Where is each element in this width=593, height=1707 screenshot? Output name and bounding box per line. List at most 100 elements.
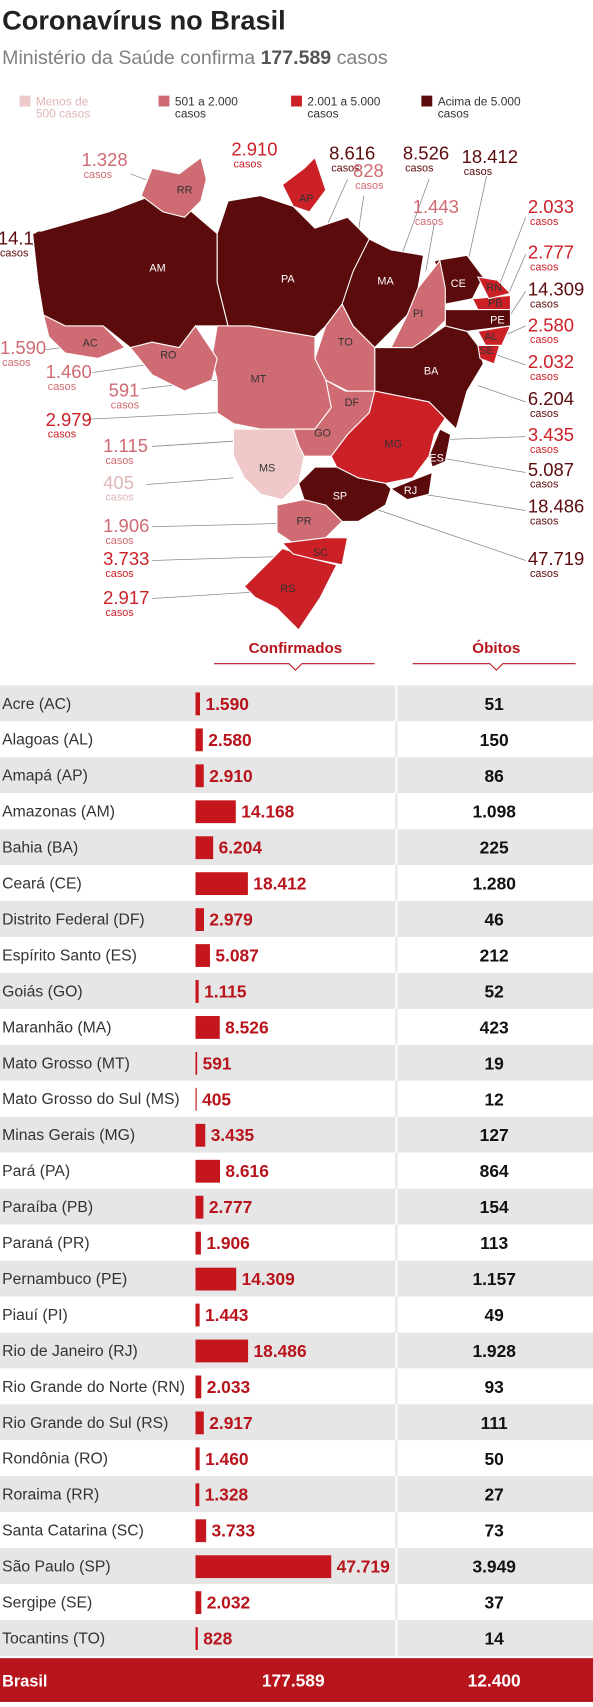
callout-unit: casos	[105, 607, 134, 619]
callout-unit: casos	[530, 298, 559, 310]
state-shape	[444, 309, 512, 332]
callout-value: 14.168	[0, 227, 54, 248]
state-abbr: SC	[313, 547, 328, 559]
deaths: 150	[480, 730, 509, 750]
callout-unit: casos	[48, 429, 77, 441]
deaths: 111	[481, 1413, 508, 1433]
bar-label: 2.032	[207, 1593, 250, 1613]
state-name: Amapá (AP)	[2, 768, 88, 785]
legend-label: 501 a 2.000	[175, 94, 238, 108]
callout-unit: casos	[105, 455, 134, 467]
table-row	[0, 972, 593, 1009]
table-row	[0, 1044, 593, 1081]
state-name: Rio de Janeiro (RJ)	[2, 1343, 138, 1360]
leader-line	[499, 217, 527, 285]
bar-label: 47.719	[337, 1557, 390, 1577]
bar-label: 1.590	[205, 694, 248, 714]
callout-unit: casos	[530, 516, 559, 528]
callout-value: 6.204	[528, 388, 574, 409]
state-abbr: GO	[314, 428, 331, 440]
bar	[195, 1447, 200, 1471]
deaths: 12	[485, 1089, 504, 1109]
table-row	[0, 1224, 593, 1261]
callout-value: 2.910	[231, 138, 277, 159]
legend-label: casos	[307, 106, 338, 120]
deaths: 1.928	[472, 1341, 516, 1361]
legend-swatch	[158, 95, 170, 107]
bar-label: 2.777	[209, 1197, 252, 1217]
legend-label: 2.001 a 5.000	[307, 94, 380, 108]
legend-label: 500 casos	[36, 106, 90, 120]
state-name: Mato Grosso (MT)	[2, 1055, 130, 1072]
table-row	[0, 1368, 593, 1405]
state-abbr: AC	[83, 338, 98, 350]
bar	[195, 1591, 202, 1615]
bar-label: 1.906	[206, 1233, 250, 1253]
deaths: 14	[485, 1629, 505, 1649]
table-row	[0, 865, 593, 902]
bar-label: 1.328	[205, 1485, 249, 1505]
table-row	[0, 1512, 593, 1549]
callout-value: 405	[103, 472, 134, 493]
leader-line	[425, 222, 435, 272]
table-row	[0, 1404, 593, 1441]
state-abbr: AM	[149, 263, 165, 275]
callout-unit: casos	[234, 158, 263, 170]
state-name: Maranhão (MA)	[2, 1019, 111, 1036]
state-abbr: MT	[251, 373, 267, 385]
leader-line	[325, 179, 348, 229]
bar	[195, 1267, 237, 1291]
bar	[195, 1519, 207, 1543]
bar	[195, 1483, 200, 1507]
callout-unit: casos	[48, 381, 77, 393]
deaths: 154	[480, 1197, 509, 1217]
table-row	[0, 937, 593, 973]
state-shape	[314, 303, 376, 392]
map: AC1.590casosAL2.580casosAP2.910casosAM14…	[0, 138, 584, 631]
state-name: Ceará (CE)	[2, 876, 82, 893]
callout-value: 3.733	[103, 548, 149, 569]
callout-value: 828	[353, 160, 384, 181]
state-shape	[281, 537, 349, 566]
callout-value: 1.115	[103, 435, 148, 456]
bar	[195, 800, 236, 824]
callout-value: 591	[109, 379, 140, 400]
bar-label: 6.204	[219, 838, 263, 858]
deaths: 27	[485, 1485, 504, 1505]
leader-line	[92, 363, 153, 373]
state-abbr: MA	[377, 276, 394, 288]
state-name: Bahia (BA)	[2, 840, 78, 857]
state-name: Minas Gerais (MG)	[2, 1127, 135, 1144]
legend-swatch	[291, 95, 302, 107]
bar-label: 2.979	[209, 910, 253, 930]
bar-label: 8.616	[225, 1161, 269, 1181]
state-name: Rio Grande do Sul (RS)	[2, 1415, 168, 1432]
bar	[195, 764, 204, 788]
callout-value: 18.486	[528, 496, 584, 517]
state-abbr: RR	[177, 184, 193, 196]
deaths: 73	[485, 1521, 505, 1541]
deaths: 1.098	[472, 802, 516, 822]
state-abbr: CE	[451, 278, 466, 290]
bar-label: 1.460	[205, 1449, 248, 1469]
state-abbr: SE	[479, 345, 494, 357]
callout-value: 8.526	[403, 143, 449, 164]
callout-unit: casos	[530, 444, 559, 456]
bar-label: 828	[203, 1629, 232, 1649]
state-shape	[298, 466, 392, 522]
legend-swatch	[19, 95, 31, 107]
bar	[195, 1123, 206, 1147]
table-row	[0, 1260, 593, 1297]
bar-label: 3.733	[212, 1521, 256, 1541]
leader-line	[477, 385, 526, 403]
bar-label: 5.087	[215, 946, 258, 966]
deaths: 864	[480, 1161, 509, 1181]
leader-line	[443, 458, 526, 473]
legend-label: casos	[438, 106, 469, 120]
callout-unit: casos	[415, 216, 444, 228]
state-name: Distrito Federal (DF)	[2, 911, 145, 928]
state-name: Pernambuco (PE)	[2, 1271, 127, 1288]
total-deaths: 12.400	[468, 1671, 521, 1691]
